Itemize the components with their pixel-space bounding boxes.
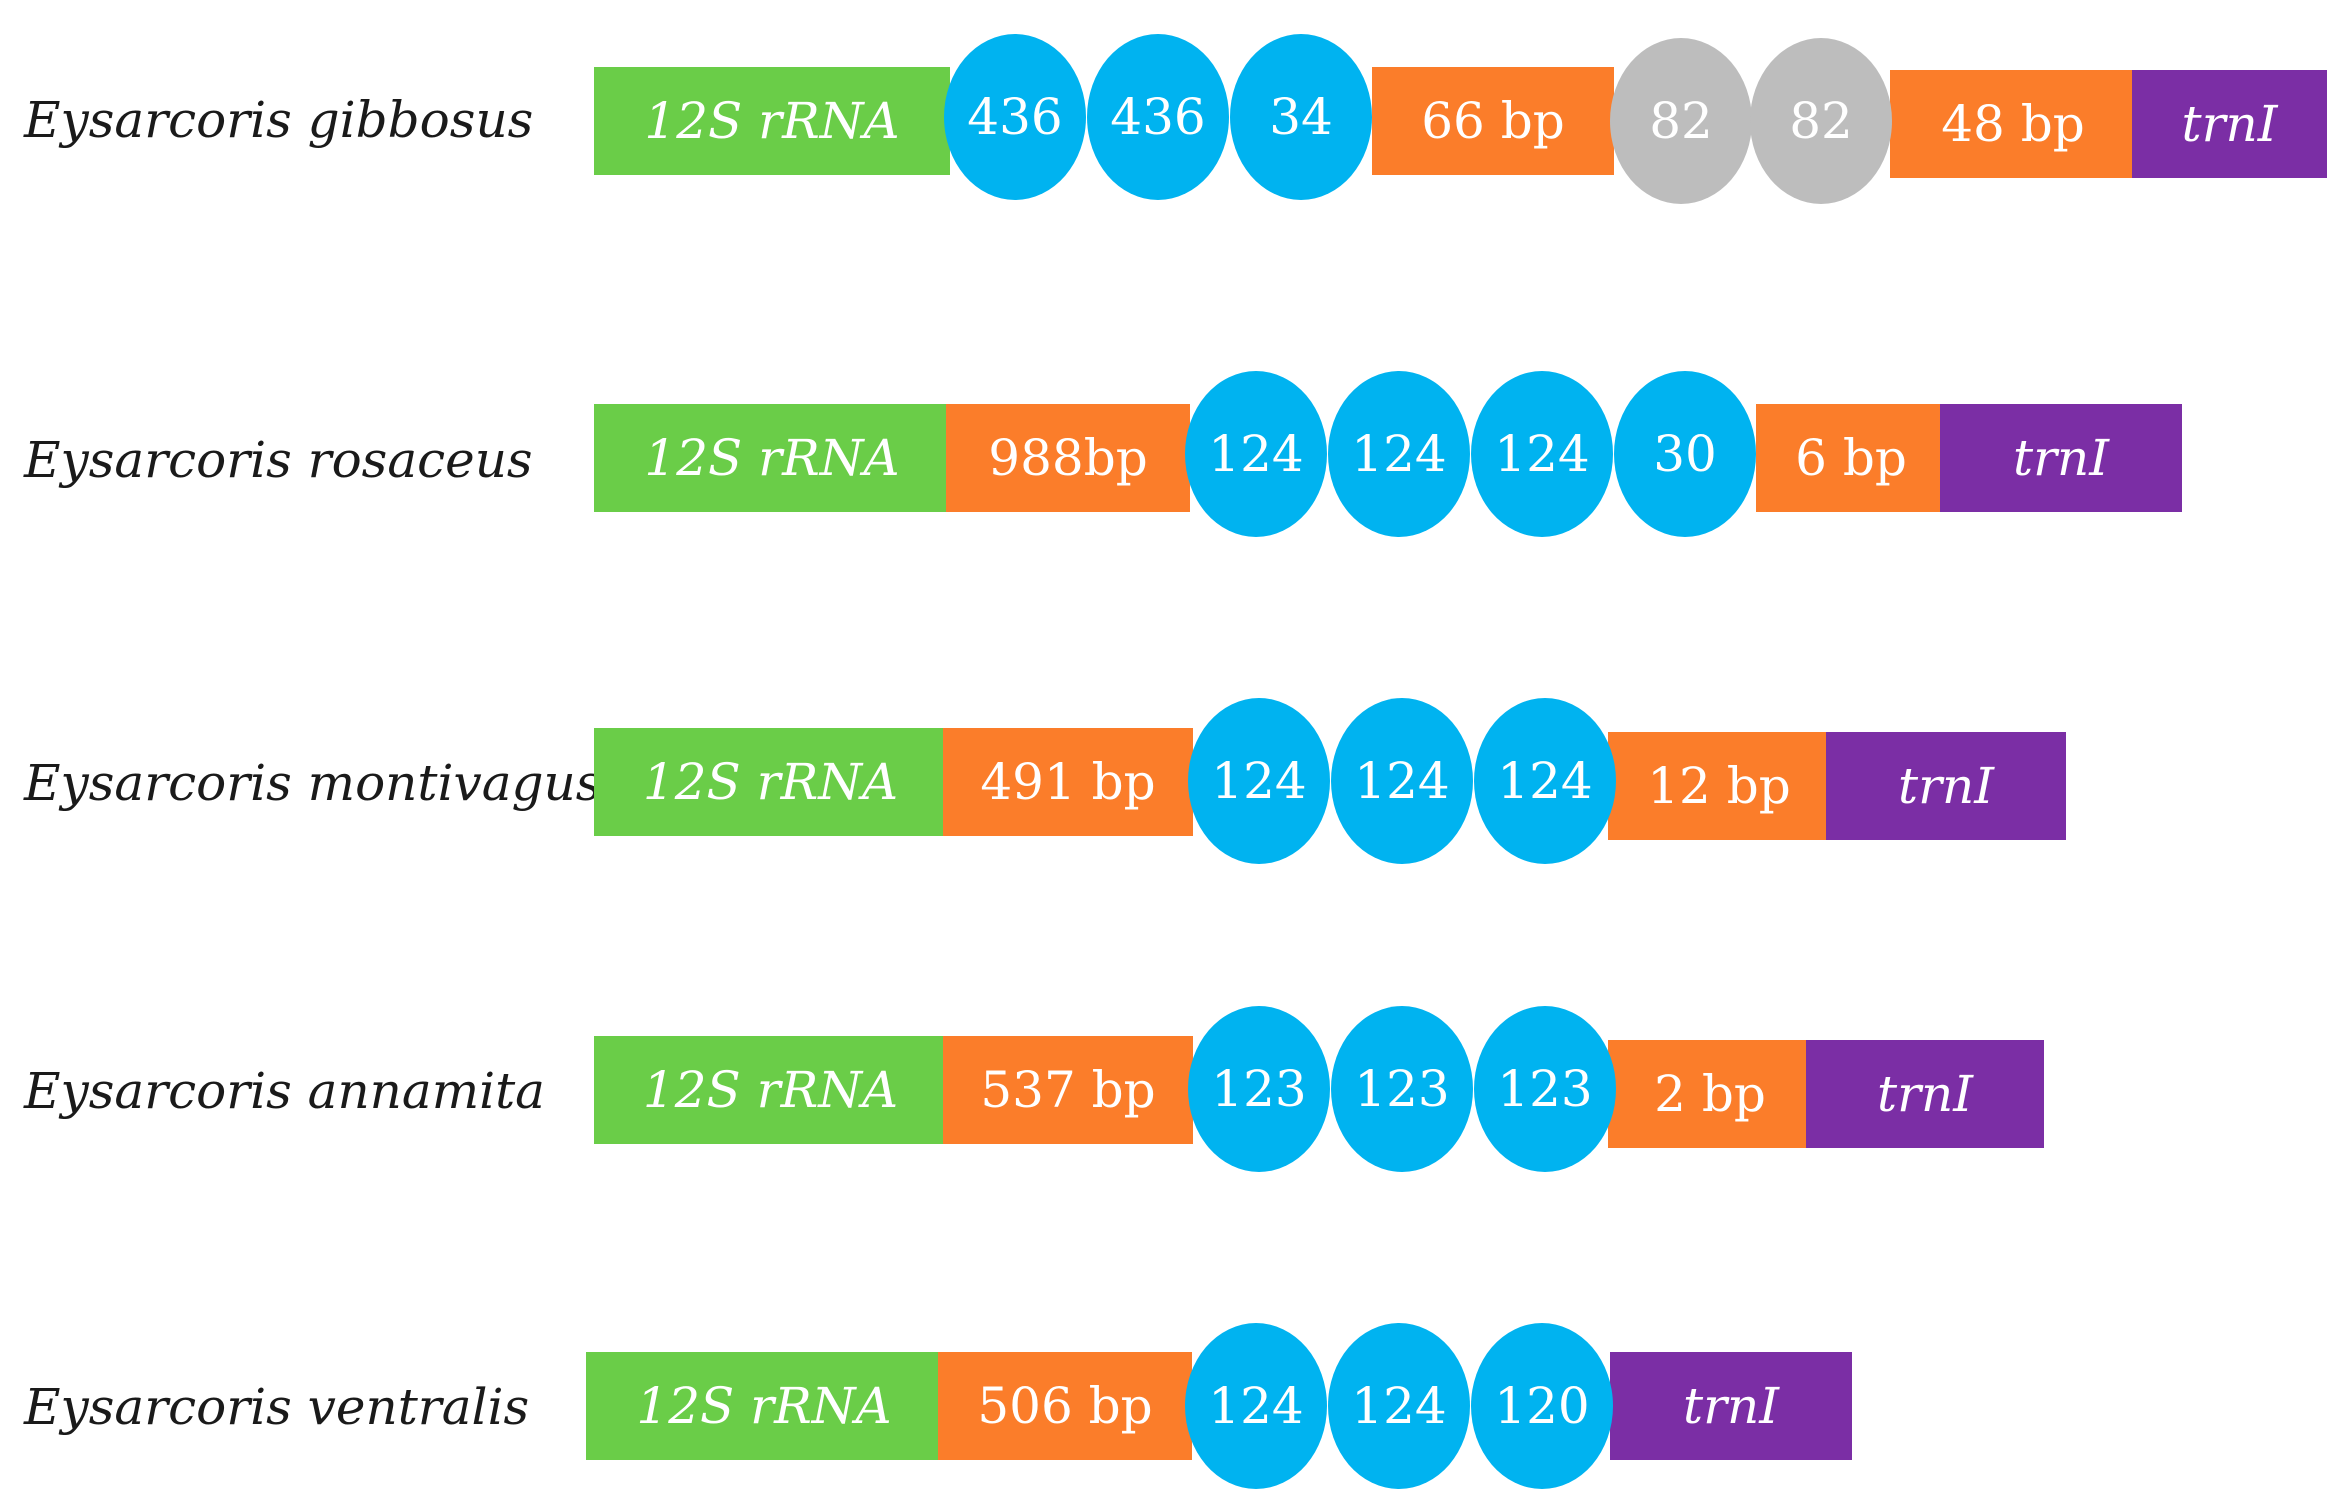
repeat-unit: 124 bbox=[1331, 698, 1473, 864]
spacer-segment: 48 bp bbox=[1890, 70, 2136, 178]
spacer-segment: 6 bp bbox=[1756, 404, 1946, 512]
repeat-unit: 436 bbox=[1087, 34, 1229, 200]
repeat-unit: 124 bbox=[1328, 371, 1470, 537]
repeat-unit: 123 bbox=[1474, 1006, 1616, 1172]
rrna-segment: 12S rRNA bbox=[594, 67, 950, 175]
repeat-unit: 123 bbox=[1331, 1006, 1473, 1172]
trna-segment: trnI bbox=[1940, 404, 2182, 512]
trna-segment: trnI bbox=[1826, 732, 2066, 840]
repeat-unit: 120 bbox=[1471, 1323, 1613, 1489]
spacer-segment: 988bp bbox=[946, 404, 1190, 512]
repeat-unit: 124 bbox=[1474, 698, 1616, 864]
repeat-unit-alt: 82 bbox=[1610, 38, 1752, 204]
repeat-unit: 124 bbox=[1185, 371, 1327, 537]
repeat-unit-alt: 82 bbox=[1750, 38, 1892, 204]
spacer-segment: 537 bp bbox=[943, 1036, 1193, 1144]
species-label-gibbosus: Eysarcoris gibbosus bbox=[24, 91, 534, 149]
species-label-montivagus: Eysarcoris montivagus bbox=[24, 754, 602, 812]
species-label-ventralis: Eysarcoris ventralis bbox=[24, 1378, 530, 1436]
spacer-segment: 491 bp bbox=[943, 728, 1193, 836]
repeat-unit: 436 bbox=[944, 34, 1086, 200]
trna-segment: trnI bbox=[1806, 1040, 2044, 1148]
spacer-segment: 2 bp bbox=[1608, 1040, 1812, 1148]
spacer-segment: 506 bp bbox=[938, 1352, 1192, 1460]
rrna-segment: 12S rRNA bbox=[594, 728, 947, 836]
spacer-segment: 66 bp bbox=[1372, 67, 1614, 175]
rrna-segment: 12S rRNA bbox=[594, 1036, 947, 1144]
species-label-annamita: Eysarcoris annamita bbox=[24, 1062, 545, 1120]
rrna-segment: 12S rRNA bbox=[586, 1352, 942, 1460]
repeat-unit: 124 bbox=[1185, 1323, 1327, 1489]
trna-segment: trnI bbox=[1610, 1352, 1852, 1460]
repeat-unit: 30 bbox=[1614, 371, 1756, 537]
rrna-segment: 12S rRNA bbox=[594, 404, 950, 512]
repeat-unit: 124 bbox=[1188, 698, 1330, 864]
repeat-unit: 124 bbox=[1471, 371, 1613, 537]
repeat-unit: 123 bbox=[1188, 1006, 1330, 1172]
species-label-rosaceus: Eysarcoris rosaceus bbox=[24, 431, 533, 489]
spacer-segment: 12 bp bbox=[1608, 732, 1830, 840]
repeat-unit: 124 bbox=[1328, 1323, 1470, 1489]
trna-segment: trnI bbox=[2132, 70, 2327, 178]
repeat-unit: 34 bbox=[1230, 34, 1372, 200]
